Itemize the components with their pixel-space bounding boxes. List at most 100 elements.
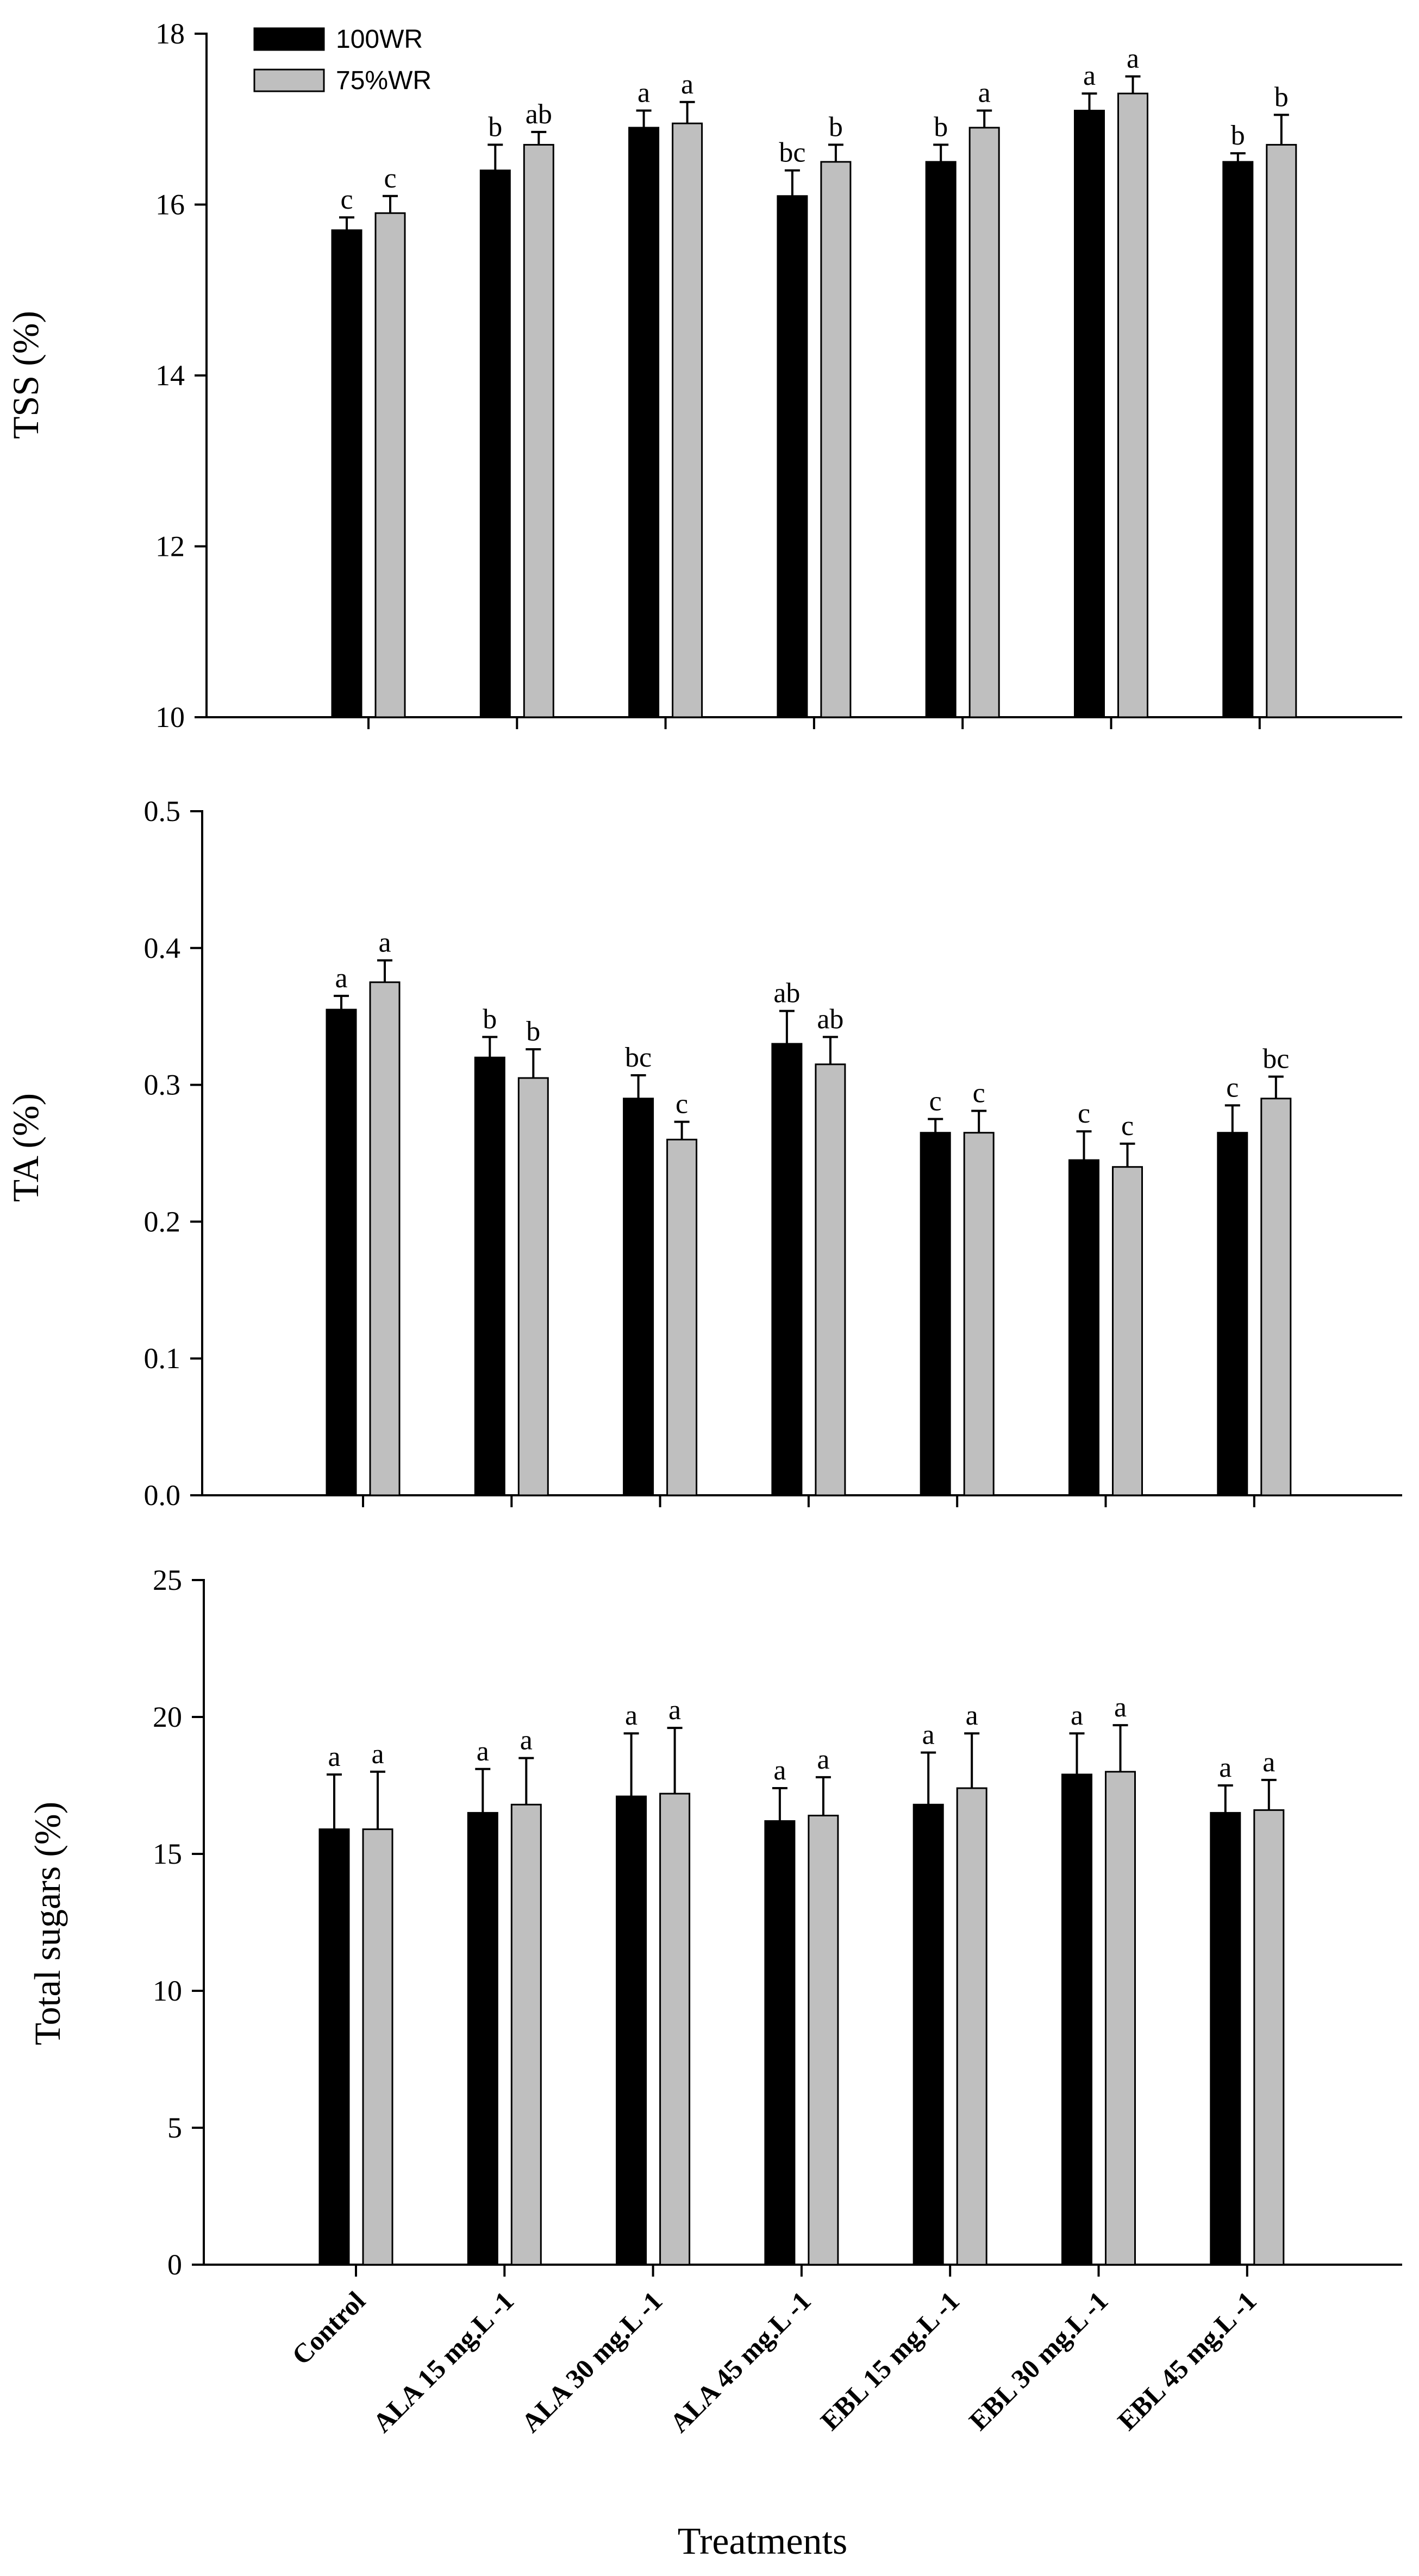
y-tick-label: 0 <box>167 2248 182 2281</box>
bar-75wr-ebl-45-mg-l-1 <box>1253 1809 1285 2266</box>
significance-letter: b <box>1231 120 1245 151</box>
y-axis-title: TSS (%) <box>5 311 46 439</box>
bar-100wr-ala-45-mg-l-1 <box>777 195 808 718</box>
significance-letter: a <box>328 1741 340 1772</box>
bar-100wr-ala-15-mg-l-1 <box>467 1812 498 2266</box>
significance-letter: a <box>978 78 991 109</box>
bar-75wr-ala-30-mg-l-1 <box>672 122 703 718</box>
significance-letter: b <box>488 111 502 142</box>
significance-letter: a <box>681 69 693 100</box>
y-tick-label: 0.3 <box>144 1069 181 1101</box>
y-tick-label: 25 <box>153 1564 182 1596</box>
significance-letter: c <box>1226 1072 1239 1103</box>
bar-100wr-ala-30-mg-l-1 <box>628 127 660 718</box>
bar-75wr-ala-15-mg-l-1 <box>523 143 554 718</box>
significance-letter: a <box>817 1744 829 1775</box>
significance-letter: c <box>1121 1111 1134 1142</box>
significance-letter: b <box>934 111 948 142</box>
bar-100wr-ala-45-mg-l-1 <box>771 1043 803 1496</box>
bar-75wr-ala-15-mg-l-1 <box>510 1803 542 2266</box>
bar-75wr-ala-30-mg-l-1 <box>659 1792 691 2266</box>
bar-100wr-ebl-30-mg-l-1 <box>1061 1773 1092 2266</box>
legend-swatch-75wr <box>253 68 325 92</box>
significance-letter: ab <box>526 99 552 130</box>
y-axis-title: Total sugars (%) <box>27 1802 68 2045</box>
significance-letter: a <box>1114 1692 1127 1723</box>
significance-letter: ab <box>773 978 800 1009</box>
y-tick-label: 10 <box>155 701 185 734</box>
significance-letter: a <box>1262 1747 1275 1778</box>
y-tick-label: 12 <box>155 530 185 563</box>
bar-100wr-control <box>331 229 362 718</box>
bar-100wr-ala-30-mg-l-1 <box>616 1795 647 2266</box>
bar-75wr-ebl-30-mg-l-1 <box>1117 92 1148 718</box>
legend: 100WR 75%WR <box>253 25 432 95</box>
significance-letter: b <box>526 1016 540 1047</box>
bar-75wr-control <box>362 1828 393 2266</box>
y-axis-title: TA (%) <box>5 1093 46 1202</box>
y-tick-label: 5 <box>167 2111 182 2144</box>
bar-75wr-ebl-15-mg-l-1 <box>968 127 1000 718</box>
bar-75wr-ebl-30-mg-l-1 <box>1105 1771 1136 2266</box>
y-tick-label: 0.2 <box>144 1205 181 1238</box>
y-tick-label: 0.0 <box>144 1479 181 1512</box>
significance-letter: a <box>477 1736 489 1767</box>
bar-100wr-control <box>326 1008 357 1496</box>
significance-letter: a <box>335 963 347 994</box>
significance-letter: b <box>829 111 843 142</box>
bar-75wr-ebl-15-mg-l-1 <box>956 1787 987 2266</box>
bar-75wr-ebl-45-mg-l-1 <box>1260 1098 1292 1496</box>
bar-100wr-ebl-45-mg-l-1 <box>1210 1812 1241 2266</box>
significance-letter: a <box>625 1700 637 1731</box>
significance-letter: a <box>1083 60 1096 91</box>
significance-letter: a <box>966 1700 978 1731</box>
significance-letter: bc <box>625 1042 652 1073</box>
bar-100wr-ebl-15-mg-l-1 <box>925 161 957 718</box>
x-axis-title: Treatments <box>678 2521 847 2562</box>
bar-100wr-ebl-15-mg-l-1 <box>920 1132 951 1496</box>
significance-letter: a <box>371 1739 384 1770</box>
significance-letter: c <box>929 1086 942 1117</box>
significance-letter: bc <box>1262 1043 1289 1074</box>
bar-100wr-ebl-45-mg-l-1 <box>1222 161 1254 718</box>
y-tick-label: 16 <box>155 189 185 221</box>
significance-letter: a <box>922 1720 935 1751</box>
significance-letter: bc <box>779 137 805 168</box>
significance-letter: b <box>1274 82 1289 112</box>
bar-75wr-control <box>374 212 406 718</box>
y-tick-label: 14 <box>155 359 185 392</box>
legend-label-75wr: 75%WR <box>336 66 432 95</box>
y-tick-label: 0.4 <box>144 932 181 964</box>
bar-75wr-ala-45-mg-l-1 <box>820 161 852 718</box>
y-tick-label: 18 <box>155 17 185 50</box>
bar-100wr-ebl-30-mg-l-1 <box>1074 110 1105 718</box>
y-tick-label: 10 <box>153 1975 182 2007</box>
bar-100wr-control <box>318 1828 350 2266</box>
bar-100wr-ala-30-mg-l-1 <box>623 1098 654 1496</box>
bar-100wr-ala-15-mg-l-1 <box>479 170 511 718</box>
significance-letter: a <box>1127 43 1139 74</box>
significance-letter: ab <box>817 1004 843 1035</box>
significance-letter: c <box>1078 1098 1090 1129</box>
significance-letter: a <box>520 1725 533 1756</box>
legend-swatch-100wr <box>253 27 325 51</box>
y-tick-label: 20 <box>153 1701 182 1733</box>
bar-75wr-ebl-15-mg-l-1 <box>963 1132 995 1496</box>
significance-letter: a <box>1219 1752 1232 1783</box>
bar-100wr-ebl-45-mg-l-1 <box>1217 1132 1248 1496</box>
bar-75wr-ebl-45-mg-l-1 <box>1266 143 1297 718</box>
significance-letter: a <box>637 78 650 109</box>
significance-letter: c <box>676 1089 688 1120</box>
bar-75wr-ebl-30-mg-l-1 <box>1112 1166 1143 1496</box>
bar-75wr-control <box>369 981 401 1496</box>
bar-75wr-ala-45-mg-l-1 <box>815 1063 846 1496</box>
significance-letter: b <box>483 1004 497 1035</box>
significance-letter: a <box>1071 1700 1083 1731</box>
bar-100wr-ala-45-mg-l-1 <box>764 1820 796 2266</box>
legend-label-100wr: 100WR <box>336 25 423 54</box>
